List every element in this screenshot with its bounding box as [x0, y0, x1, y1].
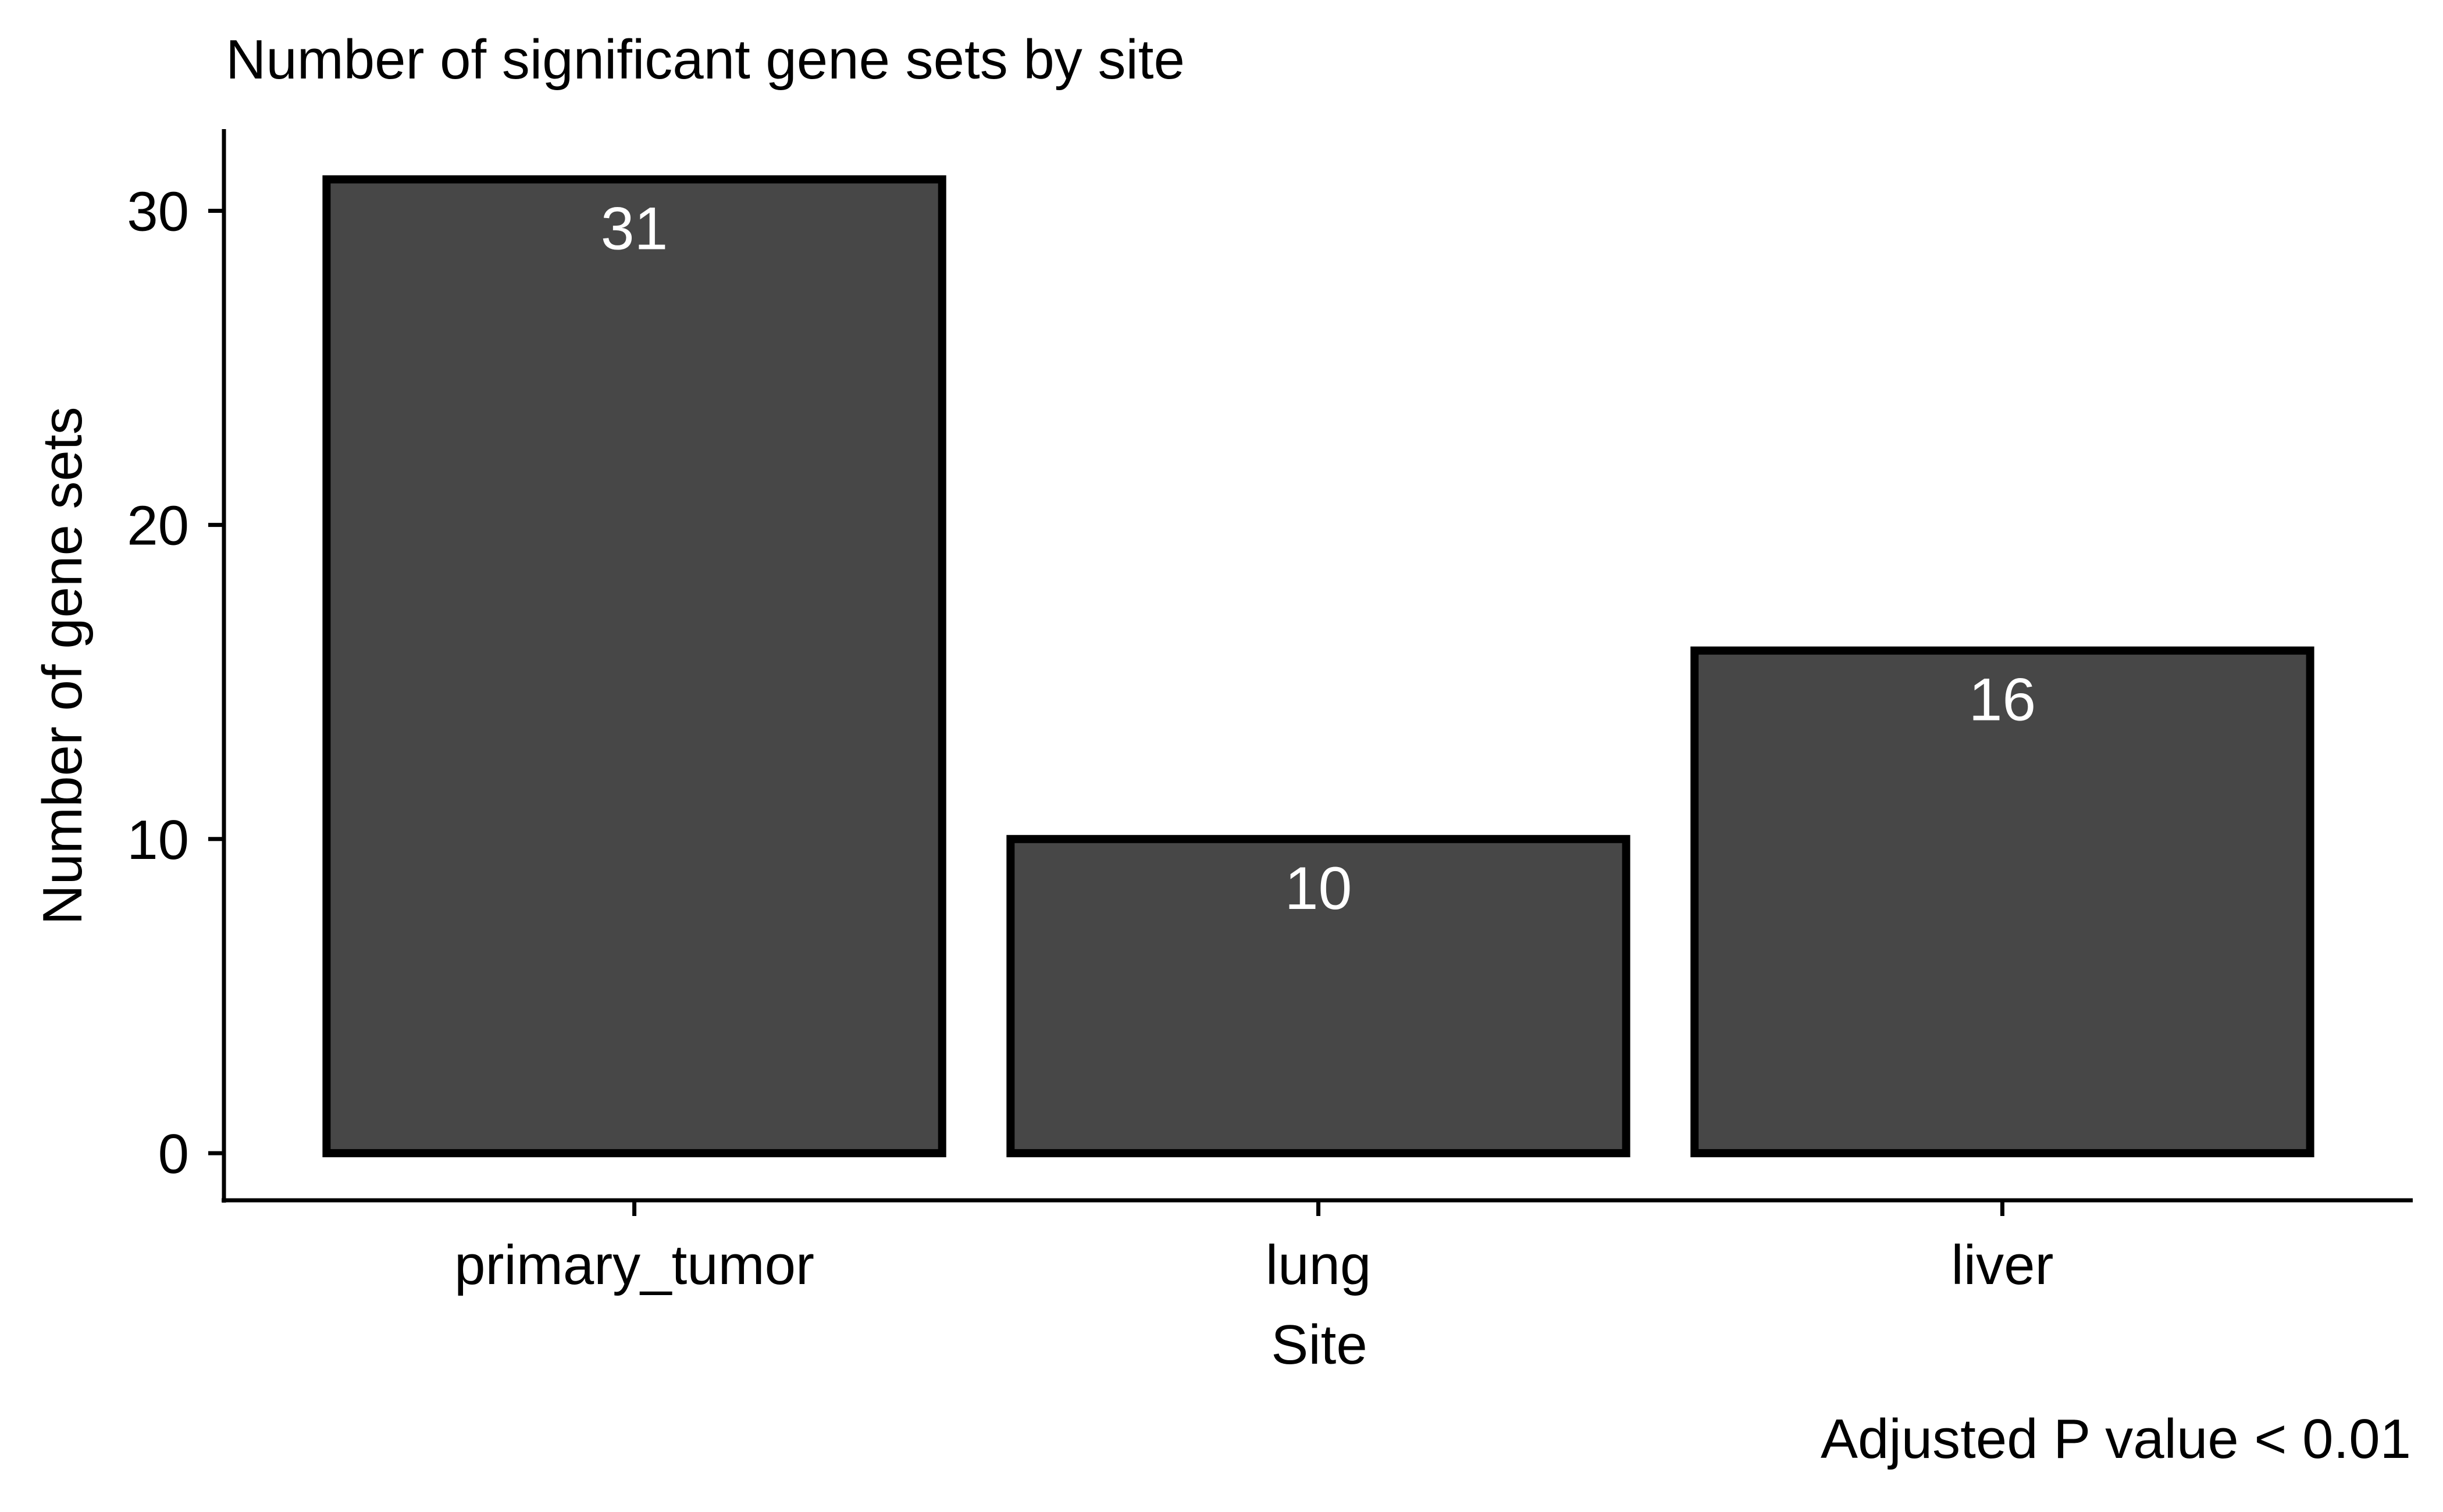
y-tick-label-30: 30	[127, 180, 189, 243]
x-ticks-group: primary_tumor lung liver	[454, 1200, 2053, 1296]
bar-liver	[1690, 646, 2314, 1157]
y-axis-title: Number of gene sets	[31, 406, 94, 925]
x-tick-label-lung: lung	[1266, 1234, 1372, 1296]
x-axis-title: Site	[1271, 1314, 1367, 1376]
bar-primary_tumor	[322, 175, 946, 1157]
y-tick-label-10: 10	[127, 809, 189, 871]
x-tick-label-liver: liver	[1951, 1234, 2053, 1296]
chart-title: Number of significant gene sets by site	[226, 28, 1185, 91]
chart-caption: Adjusted P value < 0.01	[1821, 1408, 2411, 1470]
data-labels-group: 31 10 16	[601, 195, 2036, 922]
y-ticks-group: 0 10 20 30	[127, 180, 224, 1185]
data-label-liver: 16	[1969, 666, 2036, 734]
bar-lung	[1006, 835, 1630, 1157]
data-label-lung: 10	[1285, 855, 1352, 922]
data-label-primary_tumor: 31	[601, 195, 668, 262]
x-tick-label-primary_tumor: primary_tumor	[454, 1234, 814, 1296]
y-tick-label-20: 20	[127, 495, 189, 557]
y-tick-label-0: 0	[158, 1123, 189, 1185]
bars-group	[322, 175, 2314, 1157]
